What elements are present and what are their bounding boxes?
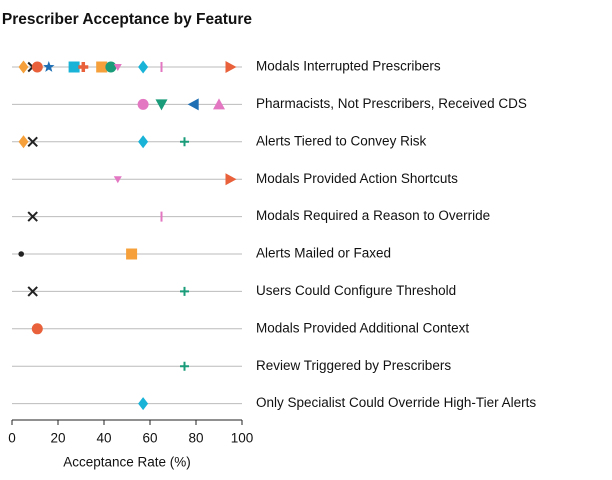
category-label: Modals Provided Action Shortcuts (256, 171, 458, 186)
marker (180, 361, 189, 371)
marker (78, 62, 89, 72)
category-label: Modals Provided Additional Context (256, 320, 469, 335)
x-axis-label: Acceptance Rate (%) (63, 455, 191, 470)
category-label: Alerts Mailed or Faxed (256, 246, 391, 261)
marker (43, 61, 55, 72)
marker (27, 211, 38, 222)
marker (126, 248, 138, 260)
marker (18, 135, 29, 149)
marker (18, 60, 29, 74)
marker (31, 323, 43, 335)
marker (96, 61, 108, 73)
marker (180, 137, 189, 147)
marker (18, 251, 25, 257)
chart-title: Prescriber Acceptance by Feature (2, 11, 253, 28)
marker (68, 61, 80, 73)
marker (213, 98, 225, 110)
x-tick-label: 40 (96, 431, 111, 446)
marker (187, 98, 199, 111)
x-tick-label: 80 (188, 431, 203, 446)
marker (138, 397, 149, 411)
marker (138, 60, 149, 74)
marker (180, 286, 189, 296)
category-label: Alerts Tiered to Convey Risk (256, 133, 427, 148)
marker (137, 98, 149, 110)
marker (138, 135, 149, 149)
category-label: Modals Interrupted Prescribers (256, 59, 441, 74)
marker (105, 61, 117, 73)
marker (225, 61, 237, 73)
category-label: Modals Required a Reason to Override (256, 208, 490, 223)
marker (31, 61, 43, 73)
marker (225, 173, 237, 186)
marker (113, 176, 122, 184)
marker (155, 99, 168, 111)
category-label: Users Could Configure Threshold (256, 283, 456, 298)
category-label: Only Specialist Could Override High-Tier… (256, 395, 536, 410)
marker (113, 64, 122, 71)
marker (27, 286, 38, 297)
x-tick-label: 100 (231, 431, 254, 446)
x-tick-label: 0 (8, 431, 16, 446)
marker (27, 136, 38, 148)
x-tick-label: 20 (50, 431, 65, 446)
category-label: Pharmacists, Not Prescribers, Received C… (256, 96, 527, 111)
x-tick-label: 60 (142, 431, 157, 446)
category-label: Review Triggered by Prescribers (256, 358, 451, 373)
